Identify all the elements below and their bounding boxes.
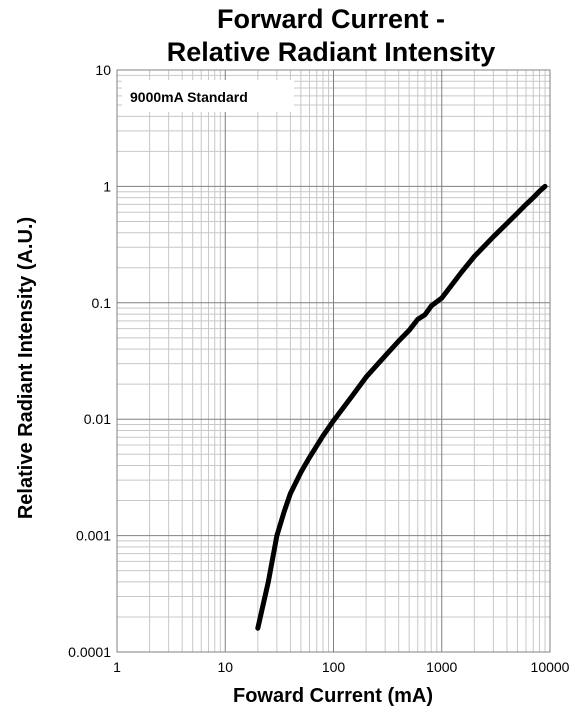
y-tick-label: 1 — [103, 178, 111, 194]
y-tick-label: 0.1 — [92, 295, 112, 311]
x-tick-label: 10000 — [531, 659, 570, 675]
y-axis-label: Relative Radiant Intensity (A.U.) — [15, 217, 37, 519]
x-tick-label: 1 — [113, 659, 121, 675]
annotation-box — [122, 80, 294, 112]
series-group — [255, 183, 548, 631]
legend-annotation: 9000mA Standard — [122, 80, 294, 112]
x-axis-label: Foward Current (mA) — [233, 685, 433, 707]
x-tick-label: 1000 — [426, 659, 457, 675]
chart-title-line-2: Relative Radiant Intensity — [167, 37, 496, 67]
series-line — [255, 183, 548, 631]
y-tick-label: 0.001 — [76, 528, 111, 544]
x-tick-label: 10 — [217, 659, 233, 675]
y-tick-label: 0.01 — [84, 411, 111, 427]
y-tick-label: 10 — [95, 62, 111, 78]
y-tick-label: 0.0001 — [68, 644, 111, 660]
x-tick-labels: 1 10 100 1000 10000 — [113, 659, 570, 675]
x-tick-label: 100 — [322, 659, 346, 675]
annotation-label: 9000mA Standard — [130, 89, 248, 105]
y-tick-labels: 0.0001 0.001 0.01 0.1 1 10 — [68, 62, 111, 660]
plot-frame — [116, 69, 551, 653]
chart-title-line-1: Forward Current - — [217, 4, 445, 34]
